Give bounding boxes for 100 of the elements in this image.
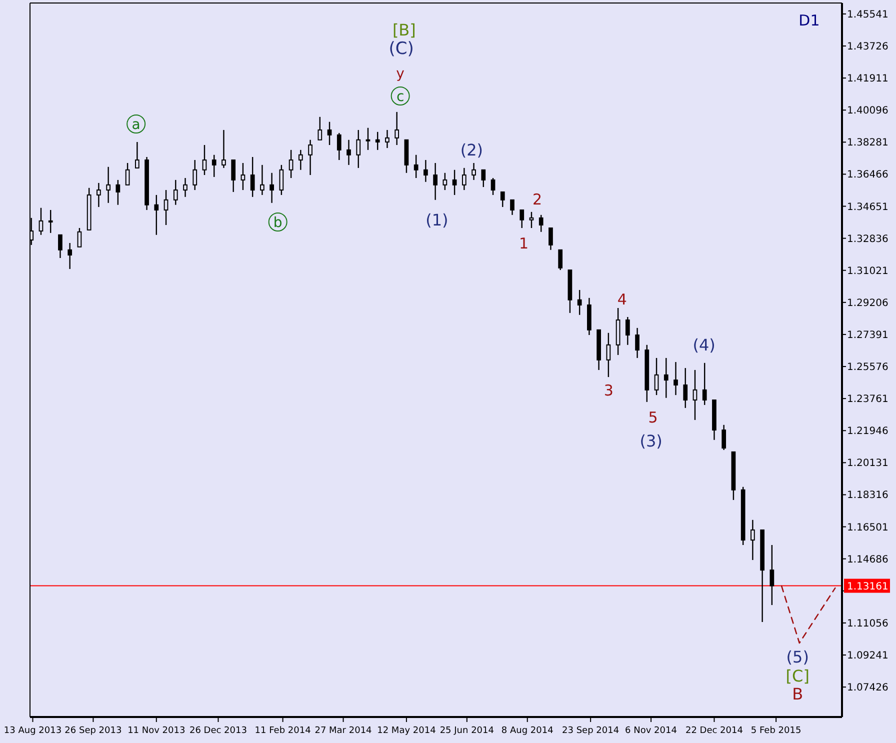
candlestick — [462, 167, 466, 191]
candlestick — [336, 132, 342, 161]
annotation: 5 — [648, 408, 658, 426]
candlestick — [202, 144, 207, 176]
candlestick — [548, 227, 553, 250]
candlestick — [154, 194, 159, 236]
candlestick — [674, 361, 678, 396]
y-tick-label: 1.20131 — [847, 458, 888, 470]
annotation: 4 — [617, 290, 627, 308]
candlestick — [260, 164, 264, 196]
x-tick-label: 8 Aug 2014 — [501, 726, 554, 736]
annotation: (3) — [640, 432, 662, 451]
candlestick — [442, 172, 448, 191]
candlestick — [270, 172, 274, 204]
y-tick-label: 1.27391 — [847, 330, 888, 341]
candlestick — [394, 111, 400, 146]
annotation: D1 — [798, 11, 820, 30]
candlestick — [164, 189, 168, 226]
candlestick — [116, 179, 120, 206]
annotation: [B] — [392, 20, 416, 40]
candlestick — [212, 154, 216, 178]
candlestick — [606, 332, 611, 378]
annotation: 1 — [518, 234, 529, 252]
candlestick — [664, 357, 668, 398]
candlestick — [692, 369, 698, 421]
x-tick-label: 12 May 2014 — [377, 726, 436, 736]
y-tick-label: 1.09241 — [847, 650, 888, 662]
candlestick — [500, 191, 505, 208]
annotation: c — [396, 88, 404, 105]
candlestick — [38, 207, 44, 236]
candlestick — [472, 162, 476, 181]
annotation: (2) — [460, 140, 484, 160]
candlestick — [366, 127, 370, 151]
y-tick-label: 1.18316 — [847, 490, 888, 502]
x-tick-label: 26 Dec 2013 — [189, 726, 247, 736]
candlestick — [770, 544, 774, 606]
y-tick-label: 1.32836 — [847, 234, 888, 245]
x-tick-label: 5 Feb 2015 — [750, 726, 802, 736]
candlestick — [346, 139, 351, 166]
candlestick — [433, 162, 438, 201]
candlestick — [183, 177, 188, 198]
candlestick — [683, 367, 688, 409]
candlestick — [702, 362, 707, 406]
x-tick-label: 13 Aug 2013 — [4, 726, 62, 736]
annotation: B — [792, 684, 804, 704]
candlestick — [529, 211, 534, 229]
y-tick-label: 1.11056 — [847, 618, 888, 630]
candlestick — [68, 242, 72, 270]
y-tick-label: 1.40096 — [847, 106, 888, 117]
candlestick — [106, 166, 110, 204]
x-tick-label: 11 Feb 2014 — [254, 726, 312, 736]
x-tick-label: 27 Mar 2014 — [314, 726, 372, 736]
candlestick — [308, 139, 312, 176]
y-tick-label: 1.07426 — [847, 682, 888, 694]
candlestick — [385, 129, 390, 149]
candlestick — [327, 121, 332, 146]
candlestick — [538, 214, 544, 232]
y-tick-label: 1.36466 — [847, 170, 888, 181]
candlestick — [250, 156, 255, 198]
y-tick-label: 1.45541 — [847, 9, 888, 20]
candlestick — [48, 209, 53, 234]
candlestick — [490, 177, 496, 196]
y-tick-label: 1.34651 — [847, 202, 888, 213]
candlestick — [231, 159, 236, 193]
candlestick — [654, 357, 659, 396]
candlestick — [750, 519, 755, 561]
annotation: a — [132, 116, 140, 133]
candlestick — [558, 249, 563, 271]
annotation: b — [273, 214, 282, 231]
x-tick-label: 25 Jun 2014 — [440, 726, 494, 736]
annotation: 3 — [604, 381, 614, 400]
x-tick-label: 26 Sep 2013 — [64, 726, 122, 736]
ref-line-label: 1.13161 — [847, 581, 888, 592]
candlestick — [356, 129, 361, 169]
y-tick-label: 1.38281 — [847, 138, 888, 149]
candlestick — [424, 159, 428, 182]
annotation: [C] — [786, 666, 810, 686]
annotation: (C) — [388, 38, 414, 59]
x-tick-label: 11 Nov 2013 — [128, 726, 186, 736]
annotation: 2 — [532, 190, 542, 208]
candlestick — [288, 149, 294, 179]
y-tick-label: 1.16501 — [847, 522, 888, 534]
y-tick-label: 1.14686 — [847, 554, 888, 566]
candlestick — [173, 179, 178, 206]
candlestick — [577, 289, 582, 316]
y-tick-label: 1.43726 — [847, 41, 888, 52]
candlestick — [96, 182, 101, 208]
x-tick-label: 23 Sep 2014 — [562, 726, 620, 736]
candlestick — [77, 227, 82, 248]
candlestick — [375, 131, 380, 151]
candlestick — [625, 316, 630, 346]
y-tick-label: 1.41911 — [847, 74, 888, 85]
annotation: (1) — [426, 210, 448, 230]
candlestick — [520, 209, 524, 229]
candlestick — [452, 169, 457, 196]
candlestick — [722, 424, 726, 451]
candlestick — [134, 141, 140, 169]
candlestick — [298, 149, 303, 170]
candlestick — [125, 162, 130, 186]
y-tick-label: 1.31021 — [847, 266, 888, 277]
